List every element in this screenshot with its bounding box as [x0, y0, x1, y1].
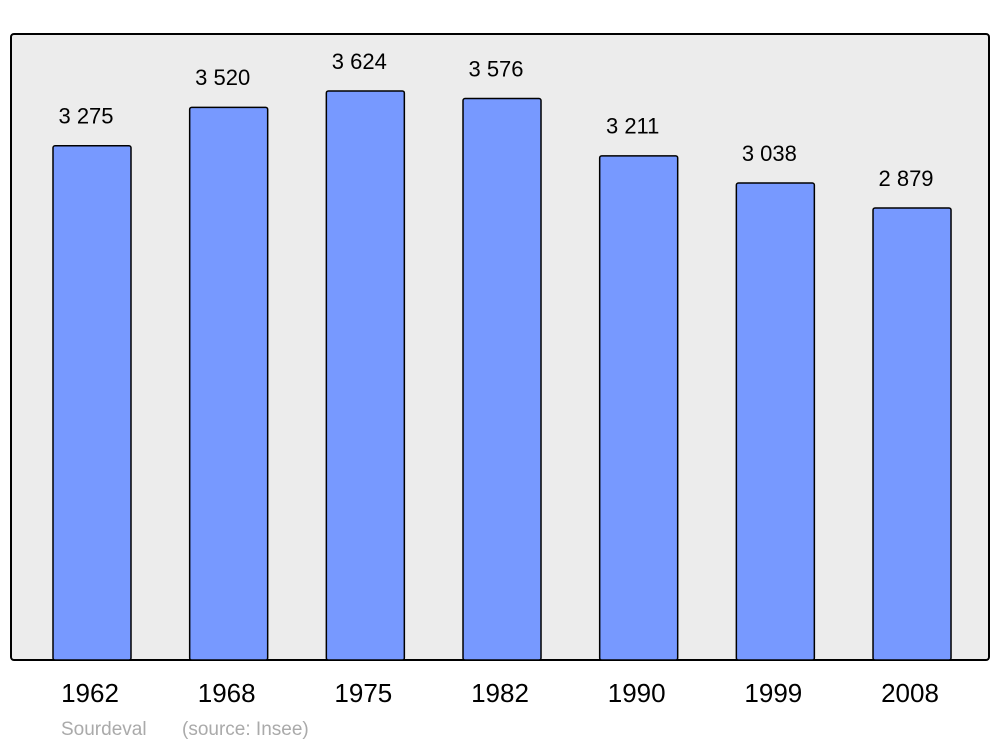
bar: [872, 207, 952, 661]
value-label: 3 624: [332, 49, 387, 74]
value-label: 3 211: [606, 114, 659, 139]
x-tick-label: 1968: [198, 678, 256, 708]
x-tick-label: 1962: [61, 678, 119, 708]
bar: [462, 97, 542, 661]
bar: [325, 90, 406, 661]
bar: [52, 145, 132, 661]
value-label: 2 879: [878, 166, 933, 191]
x-tick-label: 1990: [608, 678, 666, 708]
x-tick-label: 1982: [471, 678, 529, 708]
value-label: 3 520: [195, 65, 250, 90]
value-label: 3 576: [468, 56, 523, 81]
bar: [188, 106, 269, 661]
x-tick-label: 1999: [744, 678, 802, 708]
source-note: (source: Insee): [182, 719, 309, 740]
chart-title: Sourdeval: [61, 719, 147, 740]
bars: [52, 90, 952, 661]
value-label: 3 038: [742, 141, 797, 166]
bar: [735, 182, 816, 661]
value-label: 3 275: [58, 104, 113, 129]
x-tick-label: 1975: [334, 678, 392, 708]
bar: [598, 155, 679, 661]
x-tick-label: 2008: [881, 678, 939, 708]
